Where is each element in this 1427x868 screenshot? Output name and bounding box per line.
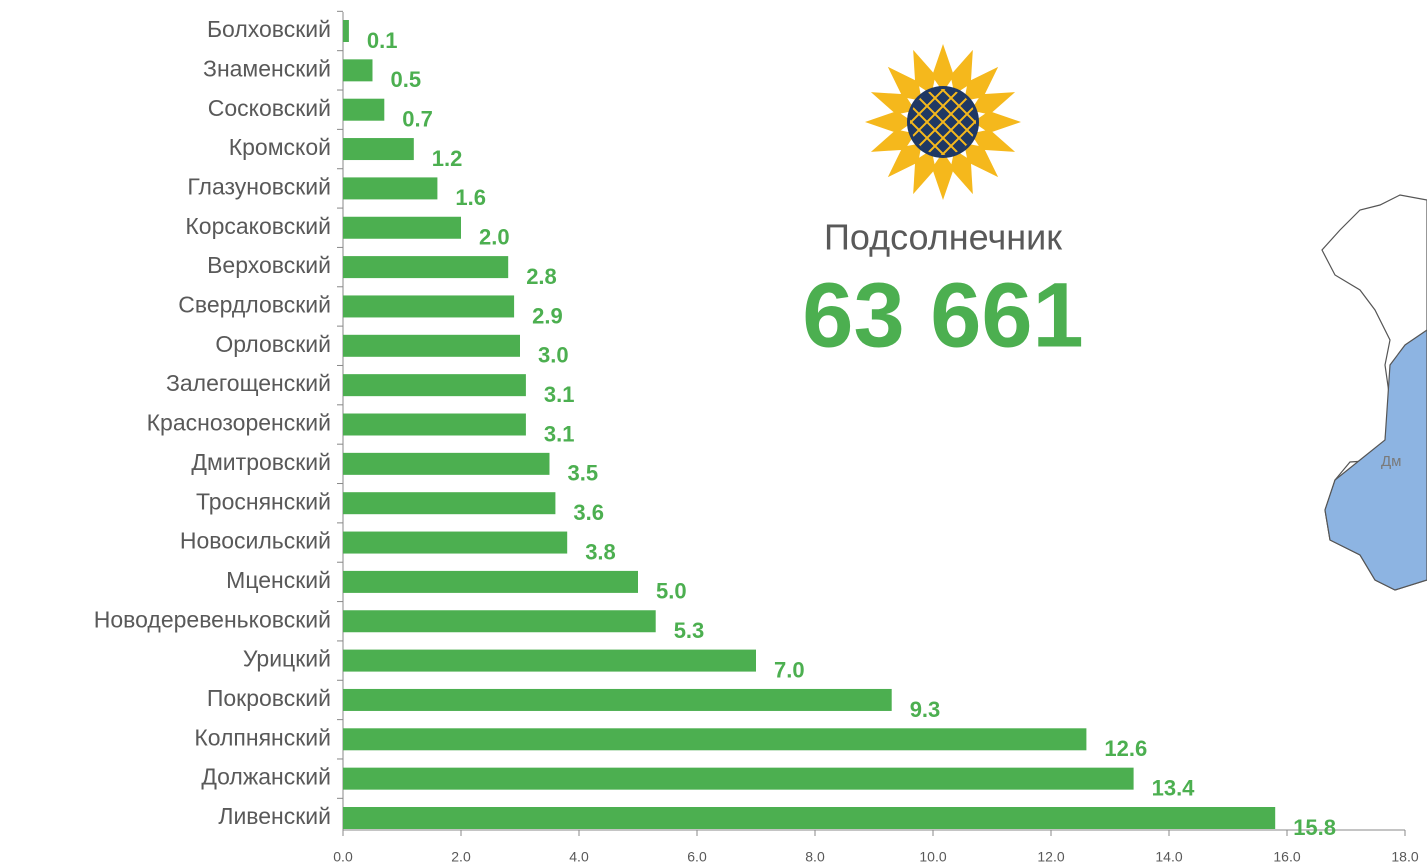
value-label: 2.9 <box>532 303 563 328</box>
value-label: 3.1 <box>544 382 575 407</box>
petal <box>950 149 973 195</box>
y-tick-label: Орловский <box>215 331 331 357</box>
petal <box>964 66 999 101</box>
bar <box>343 98 385 121</box>
y-tick-label: Глазуновский <box>187 173 331 199</box>
petal <box>932 44 954 92</box>
petal <box>887 66 922 101</box>
value-label: 3.1 <box>544 421 575 446</box>
y-tick-label: Краснозоренский <box>147 410 331 436</box>
value-label: 2.8 <box>526 264 557 289</box>
x-tick-label: 12.0 <box>1037 849 1064 865</box>
y-tick-label: Новодеревеньковский <box>94 606 331 632</box>
bar <box>343 610 656 633</box>
value-label: 1.6 <box>455 185 486 210</box>
value-label: 1.2 <box>432 146 463 171</box>
bar <box>343 177 438 200</box>
petal <box>970 92 1016 115</box>
map <box>1321 194 1427 591</box>
bar <box>343 570 638 593</box>
bar <box>343 295 515 318</box>
value-label: 0.7 <box>402 107 433 132</box>
y-tick-label: Кромской <box>229 134 331 160</box>
x-tick-label: 14.0 <box>1155 849 1182 865</box>
y-tick-label: Верховский <box>207 252 331 278</box>
y-tick-label: Свердловский <box>178 292 331 318</box>
y-tick-label: Новосильский <box>180 528 331 554</box>
bar <box>343 20 349 42</box>
bar <box>343 138 414 161</box>
value-label: 3.0 <box>538 343 569 368</box>
petal <box>964 143 999 178</box>
bar <box>343 59 373 82</box>
bar <box>343 728 1087 751</box>
bar <box>343 688 892 711</box>
value-label: 3.6 <box>573 500 604 525</box>
x-tick-label: 6.0 <box>687 849 707 865</box>
bar <box>343 807 1276 829</box>
value-label: 3.8 <box>585 539 616 564</box>
petal <box>865 111 913 133</box>
petal <box>950 49 973 95</box>
sunflower-icon <box>865 44 1021 200</box>
value-label: 13.4 <box>1152 775 1196 800</box>
crop-name: Подсолнечник <box>824 217 1062 258</box>
petal <box>932 152 954 200</box>
total: 63 661 <box>802 264 1083 366</box>
bar <box>343 334 520 357</box>
x-tick-label: 10.0 <box>919 849 946 865</box>
map-label: Дм <box>1381 453 1401 470</box>
y-tick-label: Залегощенский <box>166 370 331 396</box>
value-label: 3.5 <box>568 461 599 486</box>
y-tick-label: Колпнянский <box>194 724 331 750</box>
y-tick-label: Сосковский <box>208 95 331 121</box>
x-tick-label: 8.0 <box>805 849 825 865</box>
petal <box>887 143 922 178</box>
bar <box>343 374 526 397</box>
value-label: 0.5 <box>391 67 422 92</box>
petal <box>913 149 936 195</box>
bar <box>343 413 526 436</box>
bar <box>343 256 509 279</box>
value-label: 7.0 <box>774 657 805 682</box>
y-tick-label: Корсаковский <box>185 213 331 239</box>
petal <box>973 111 1021 133</box>
x-tick-label: 2.0 <box>451 849 471 865</box>
x-tick-label: 16.0 <box>1273 849 1300 865</box>
petal <box>870 92 916 115</box>
y-tick-label: Должанский <box>201 764 331 790</box>
value-label: 2.0 <box>479 225 510 250</box>
y-tick-label: Дмитровский <box>191 449 331 475</box>
bar <box>343 452 550 475</box>
y-tick-label: Мценский <box>226 567 331 593</box>
value-label: 9.3 <box>910 697 941 722</box>
value-label: 5.0 <box>656 579 687 604</box>
y-tick-label: Урицкий <box>243 646 331 672</box>
y-tick-label: Болховский <box>207 16 331 42</box>
petal <box>870 129 916 152</box>
value-label: 12.6 <box>1104 736 1147 761</box>
petal <box>913 49 936 95</box>
bar <box>343 767 1134 790</box>
x-tick-label: 4.0 <box>569 849 589 865</box>
y-tick-label: Знаменский <box>203 55 331 81</box>
y-tick-label: Покровский <box>207 685 331 711</box>
bar <box>343 492 556 515</box>
value-label: 0.1 <box>367 28 398 53</box>
value-label: 5.3 <box>674 618 705 643</box>
petal <box>970 129 1016 152</box>
y-tick-label: Ливенский <box>218 803 331 829</box>
value-label: 15.8 <box>1293 815 1336 840</box>
bar <box>343 216 461 239</box>
x-tick-label: 0.0 <box>333 849 353 865</box>
x-tick-label: 18.0 <box>1391 849 1418 865</box>
bar <box>343 649 756 672</box>
bar <box>343 531 568 554</box>
y-tick-label: Троснянский <box>196 488 331 514</box>
